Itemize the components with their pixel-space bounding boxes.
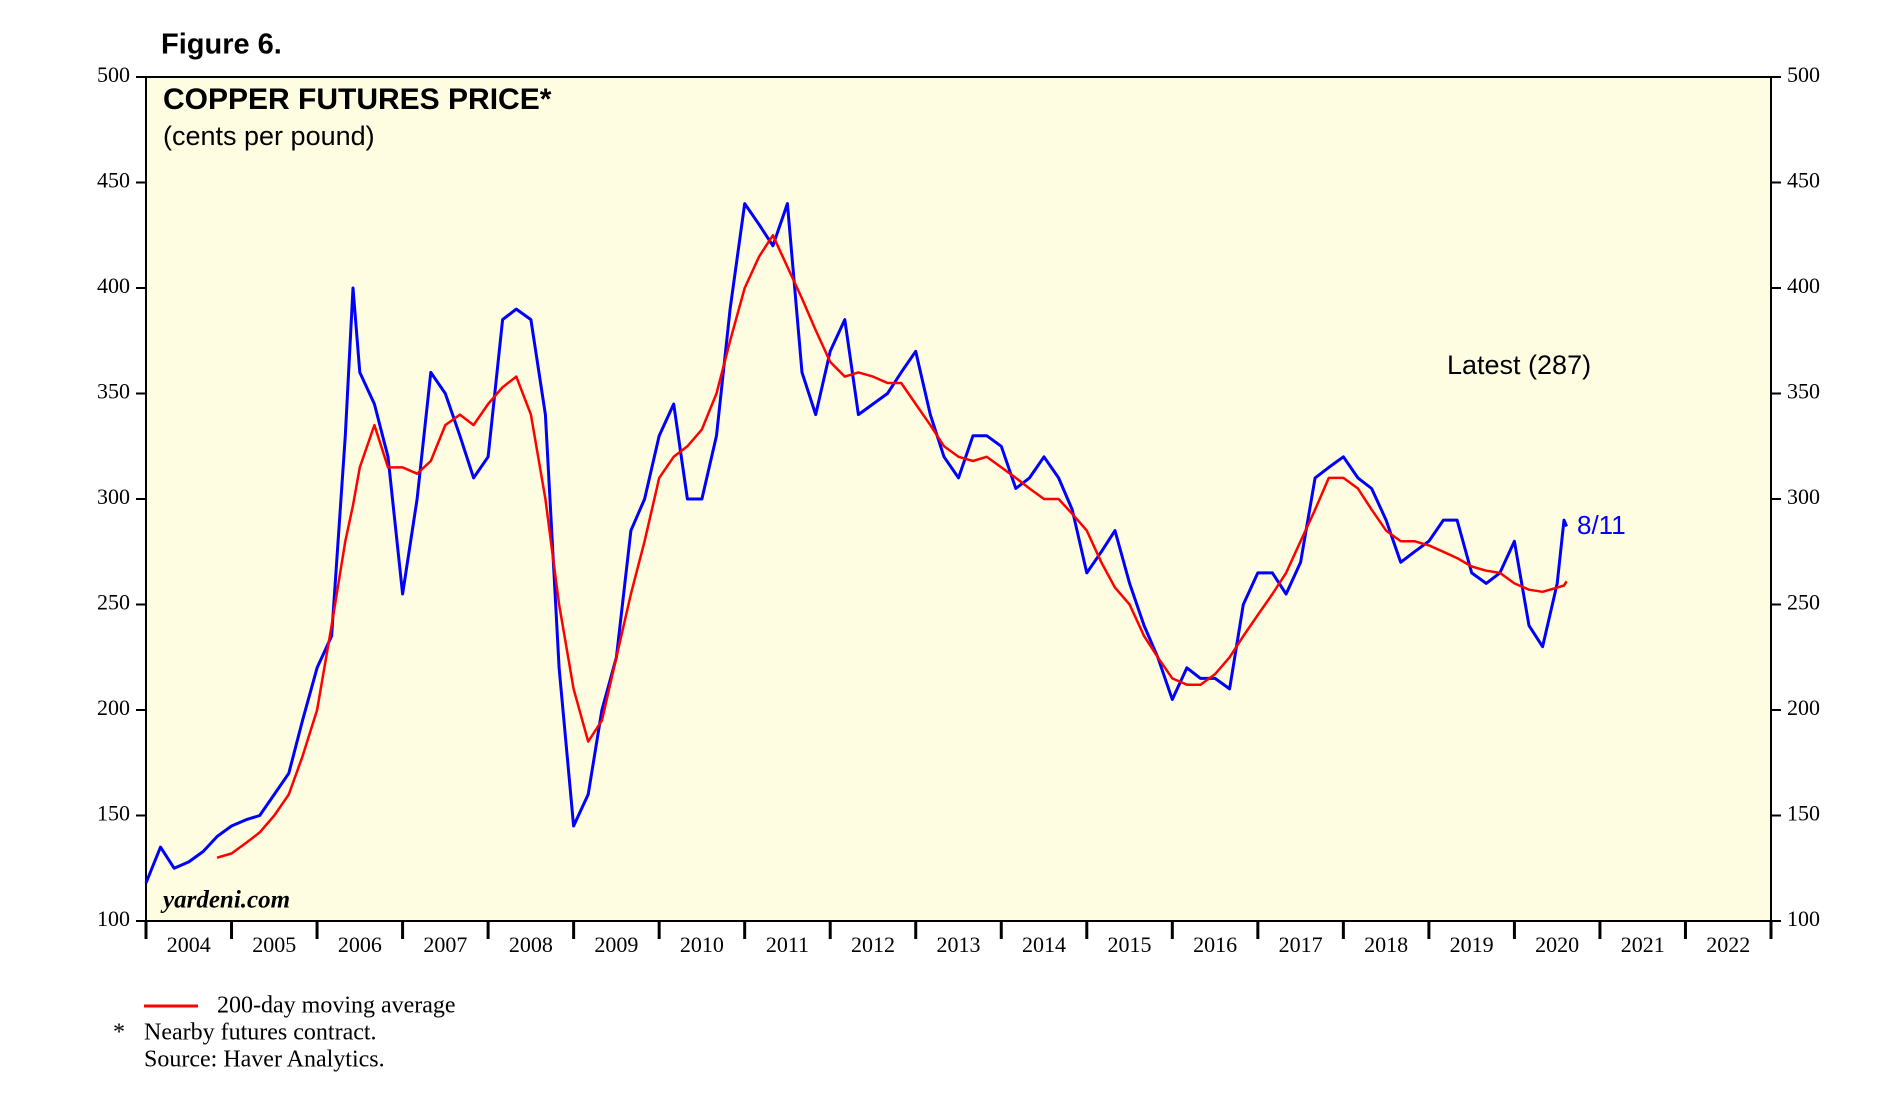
y-tick-label: 150	[97, 801, 130, 826]
y2-tick-label: 450	[1787, 168, 1820, 193]
y-tick-label: 200	[97, 695, 130, 720]
x-tick-label: 2009	[594, 932, 638, 957]
x-tick-label: 2010	[680, 932, 724, 957]
x-tick-label: 2004	[167, 932, 211, 957]
figure-label: Figure 6.	[161, 29, 282, 61]
footnote: Nearby futures contract.	[144, 1020, 377, 1046]
x-tick-label: 2007	[423, 932, 467, 957]
latest-date-label: 8/11	[1577, 510, 1626, 540]
footnote-marker: *	[113, 1020, 125, 1046]
x-tick-label: 2015	[1108, 932, 1152, 957]
y2-tick-label: 150	[1787, 801, 1820, 826]
moving-average-line	[216, 234, 1568, 859]
y2-tick-label: 500	[1787, 62, 1820, 87]
y-tick-label: 400	[97, 273, 130, 298]
source: Source: Haver Analytics.	[144, 1047, 385, 1073]
y-tick-label: 500	[97, 62, 130, 87]
x-tick-label: 2014	[1022, 932, 1066, 957]
y2-tick-label: 350	[1787, 379, 1820, 404]
x-tick-label: 2012	[851, 932, 895, 957]
x-tick-label: 2017	[1279, 932, 1323, 957]
plot-area	[145, 76, 1772, 922]
x-tick-label: 2022	[1706, 932, 1750, 957]
y2-tick-label: 250	[1787, 590, 1820, 615]
price-line	[144, 202, 1568, 884]
y2-tick-label: 100	[1787, 906, 1820, 931]
chart-subtitle: (cents per pound)	[163, 121, 375, 151]
x-tick-label: 2005	[252, 932, 296, 957]
x-tick-label: 2006	[338, 932, 382, 957]
y2-tick-label: 200	[1787, 695, 1820, 720]
x-tick-label: 2011	[766, 932, 809, 957]
y-tick-label: 300	[97, 484, 130, 509]
chart-title: COPPER FUTURES PRICE*	[163, 83, 552, 116]
x-tick-label: 2013	[937, 932, 981, 957]
x-tick-label: 2018	[1364, 932, 1408, 957]
annotation: Latest (287)	[1447, 350, 1591, 380]
y2-tick-label: 400	[1787, 273, 1820, 298]
y2-tick-label: 300	[1787, 484, 1820, 509]
y-tick-label: 350	[97, 379, 130, 404]
watermark: yardeni.com	[160, 887, 290, 914]
x-tick-label: 2020	[1535, 932, 1579, 957]
y-tick-label: 100	[97, 906, 130, 931]
x-tick-label: 2008	[509, 932, 553, 957]
legend-label: 200-day moving average	[217, 993, 456, 1019]
x-tick-label: 2019	[1450, 932, 1494, 957]
x-tick-label: 2016	[1193, 932, 1237, 957]
x-tick-label: 2021	[1621, 932, 1665, 957]
y-tick-label: 250	[97, 590, 130, 615]
y-tick-label: 450	[97, 168, 130, 193]
